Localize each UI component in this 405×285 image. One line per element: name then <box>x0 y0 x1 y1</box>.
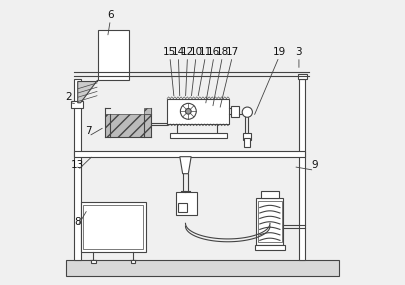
Text: 8: 8 <box>74 217 81 227</box>
Text: 13: 13 <box>71 160 84 170</box>
Bar <box>74 79 81 260</box>
Bar <box>258 201 282 242</box>
Text: 19: 19 <box>273 47 286 57</box>
Bar <box>243 133 251 140</box>
Bar <box>175 192 197 215</box>
Text: 3: 3 <box>296 47 302 57</box>
Text: 9: 9 <box>311 160 318 170</box>
Circle shape <box>180 103 196 119</box>
Bar <box>104 114 151 137</box>
Text: 2: 2 <box>65 92 72 102</box>
Text: 6: 6 <box>107 10 114 20</box>
Text: 7: 7 <box>85 126 92 136</box>
Bar <box>66 260 339 276</box>
Bar <box>81 202 146 252</box>
Bar <box>244 138 249 147</box>
Bar <box>261 191 279 198</box>
Polygon shape <box>180 157 191 174</box>
Text: 10: 10 <box>190 47 202 57</box>
Text: 14: 14 <box>172 47 185 57</box>
Bar <box>167 99 230 124</box>
Bar <box>91 260 96 263</box>
Text: 12: 12 <box>181 47 194 57</box>
Bar <box>144 109 151 114</box>
Circle shape <box>185 109 191 114</box>
Bar <box>256 198 284 245</box>
Bar <box>98 30 129 80</box>
Polygon shape <box>78 80 98 103</box>
Bar <box>299 79 305 260</box>
Text: 15: 15 <box>163 47 177 57</box>
Text: 18: 18 <box>216 47 229 57</box>
Bar <box>71 101 83 109</box>
Bar <box>131 260 135 263</box>
Bar <box>231 106 239 117</box>
Text: 11: 11 <box>199 47 212 57</box>
Bar <box>170 133 227 138</box>
Bar <box>255 245 285 250</box>
Bar <box>74 151 305 157</box>
Bar <box>83 205 143 249</box>
Text: 17: 17 <box>226 47 239 57</box>
Bar <box>178 203 187 212</box>
Circle shape <box>242 107 252 117</box>
Bar <box>298 74 307 79</box>
Text: 16: 16 <box>207 47 220 57</box>
